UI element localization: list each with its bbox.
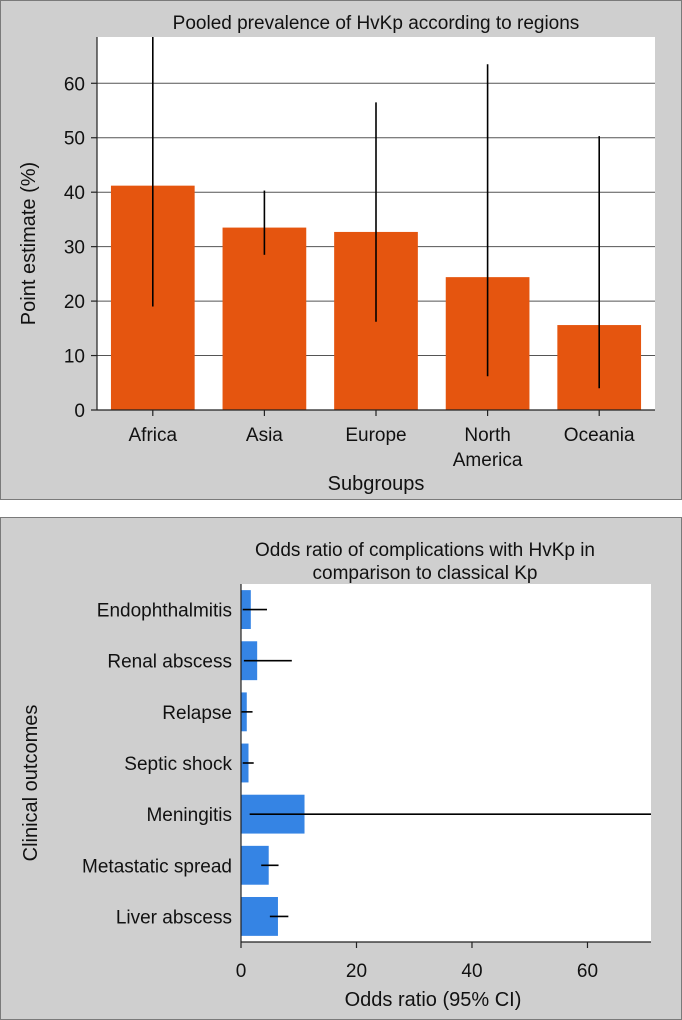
chart-title: Pooled prevalence of HvKp according to r… (173, 13, 580, 34)
y-tick-label: 0 (74, 401, 85, 422)
y-tick-label: Liver abscess (116, 907, 232, 928)
x-tick-label: 60 (577, 961, 598, 982)
x-tick-label: 40 (461, 961, 482, 982)
y-tick-label: 20 (64, 292, 85, 313)
x-tick-label: Europe (345, 425, 406, 446)
chart-panel-regions: 0 10 20 30 40 50 60 Africa Asia Europe North Americ… (0, 0, 682, 500)
y-tick-label: 50 (64, 129, 85, 150)
y-axis-label: Point estimate (%) (18, 162, 40, 325)
y-tick-label: 30 (64, 238, 85, 259)
x-tick-label: Oceania (564, 425, 635, 446)
plot-area (241, 584, 651, 942)
chart-panel-complications: Endophthalmitis Renal abscess Relapse Septi… (0, 517, 682, 1020)
y-axis-label: Clinical outcomes (20, 705, 42, 862)
chart-title: Odds ratio of complications with HvKp in (255, 540, 595, 561)
y-tick-label: 40 (64, 183, 85, 204)
x-tick-label: 20 (346, 961, 367, 982)
bar (222, 227, 307, 410)
y-tick-label: 60 (64, 74, 85, 95)
x-axis-label: Subgroups (328, 473, 425, 495)
y-tick-label: Septic shock (124, 754, 232, 775)
y-tick-label: Relapse (162, 703, 232, 724)
x-tick-label: America (453, 450, 523, 471)
y-tick-label: Meningitis (146, 805, 232, 826)
x-tick-label: North (464, 425, 510, 446)
y-tick-label: Renal abscess (107, 652, 232, 673)
chart-title: comparison to classical Kp (313, 563, 538, 584)
y-tick-label: Endophthalmitis (97, 601, 232, 622)
y-tick-label: Metastatic spread (82, 856, 232, 877)
x-tick-label: 0 (236, 961, 247, 982)
x-tick-label: Africa (129, 425, 178, 446)
odds-ratio-chart: Endophthalmitis Renal abscess Relapse Septi… (20, 540, 651, 1011)
prevalence-by-region-chart: 0 10 20 30 40 50 60 Africa Asia Europe North Americ… (18, 13, 655, 495)
x-axis-label: Odds ratio (95% CI) (345, 989, 522, 1011)
y-tick-label: 10 (64, 347, 85, 368)
x-tick-label: Asia (246, 425, 283, 446)
